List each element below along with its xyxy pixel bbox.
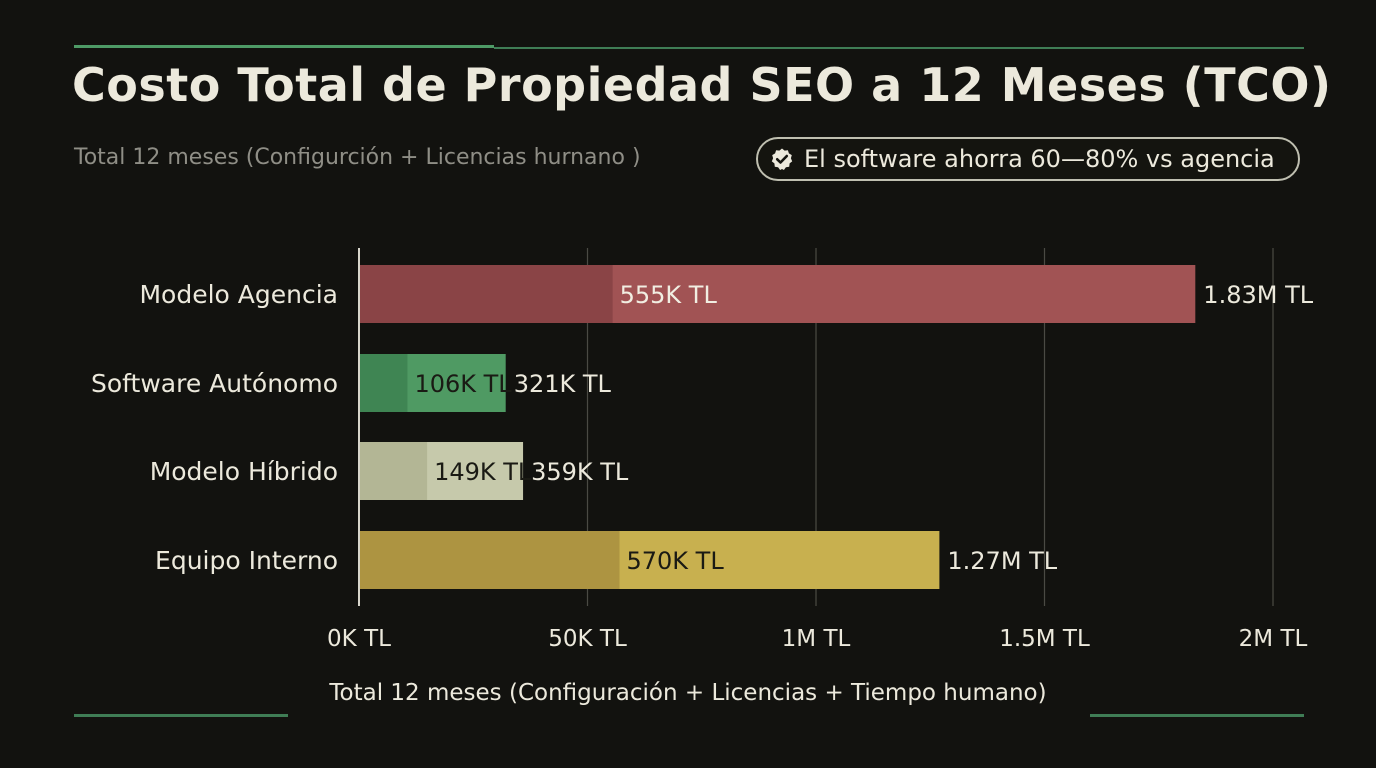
segment-data-label: 149K TL	[434, 458, 532, 486]
category-label: Software Autónomo	[91, 369, 338, 398]
total-data-label: 359K TL	[531, 458, 629, 486]
bar-segment	[359, 265, 613, 323]
total-data-label: 321K TL	[514, 370, 612, 398]
x-axis-caption: Total 12 meses (Configuración + Licencia…	[329, 680, 1047, 706]
bar-segment	[359, 354, 408, 412]
x-tick-label: 0K TL	[327, 626, 391, 652]
bar-segment	[359, 531, 620, 589]
segment-data-label: 555K TL	[620, 281, 718, 309]
segment-data-label: 106K TL	[414, 370, 512, 398]
x-tick-label: 1M TL	[782, 626, 851, 652]
top-accent-rule	[74, 45, 494, 48]
x-tick-label: 1.5M TL	[999, 626, 1090, 652]
top-divider-rule	[494, 47, 1304, 49]
category-label: Modelo Agencia	[139, 280, 338, 309]
x-tick-label: 50K TL	[548, 626, 627, 652]
total-data-label: 1.83M TL	[1203, 281, 1313, 309]
total-data-label: 1.27M TL	[947, 547, 1057, 575]
check-badge-icon	[771, 148, 793, 170]
bottom-right-rule	[1090, 714, 1304, 717]
category-label: Equipo Interno	[155, 546, 338, 575]
savings-badge: El software ahorra 60—80% vs agencia	[756, 137, 1300, 181]
x-tick-label: 2M TL	[1239, 626, 1308, 652]
bar-segment	[359, 442, 428, 500]
segment-data-label: 570K TL	[626, 547, 724, 575]
chart-title: Costo Total de Propiedad SEO a 12 Meses …	[72, 58, 1332, 112]
badge-text: El software ahorra 60—80% vs agencia	[804, 145, 1275, 173]
category-label: Modelo Híbrido	[150, 457, 338, 486]
chart-subtitle: Total 12 meses (Configurción + Licencias…	[74, 145, 641, 170]
bottom-left-rule	[74, 714, 288, 717]
